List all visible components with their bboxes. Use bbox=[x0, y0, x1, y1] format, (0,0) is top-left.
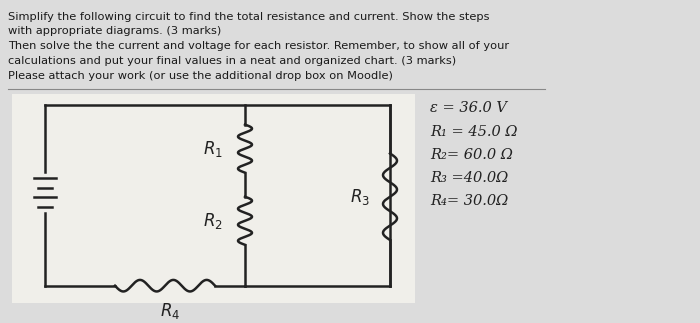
Text: with appropriate diagrams. (3 marks): with appropriate diagrams. (3 marks) bbox=[8, 26, 221, 36]
Text: $R_1$: $R_1$ bbox=[203, 139, 223, 159]
Text: R₄= 30.0Ω: R₄= 30.0Ω bbox=[430, 194, 508, 208]
Text: ε = 36.0 V: ε = 36.0 V bbox=[430, 101, 507, 116]
Text: Then solve the the current and voltage for each resistor. Remember, to show all : Then solve the the current and voltage f… bbox=[8, 41, 509, 51]
Bar bbox=[12, 94, 415, 303]
Text: calculations and put your final values in a neat and organized chart. (3 marks): calculations and put your final values i… bbox=[8, 56, 456, 66]
Text: Simplify the following circuit to find the total resistance and current. Show th: Simplify the following circuit to find t… bbox=[8, 12, 489, 22]
Text: $R_3$: $R_3$ bbox=[350, 187, 370, 207]
Text: $R_4$: $R_4$ bbox=[160, 301, 180, 321]
Text: $R_2$: $R_2$ bbox=[203, 211, 223, 231]
Text: Please attach your work (or use the additional drop box on Moodle): Please attach your work (or use the addi… bbox=[8, 71, 393, 81]
Text: R₁ = 45.0 Ω: R₁ = 45.0 Ω bbox=[430, 125, 517, 139]
Text: R₂= 60.0 Ω: R₂= 60.0 Ω bbox=[430, 148, 513, 162]
Text: R₃ =40.0Ω: R₃ =40.0Ω bbox=[430, 171, 508, 185]
